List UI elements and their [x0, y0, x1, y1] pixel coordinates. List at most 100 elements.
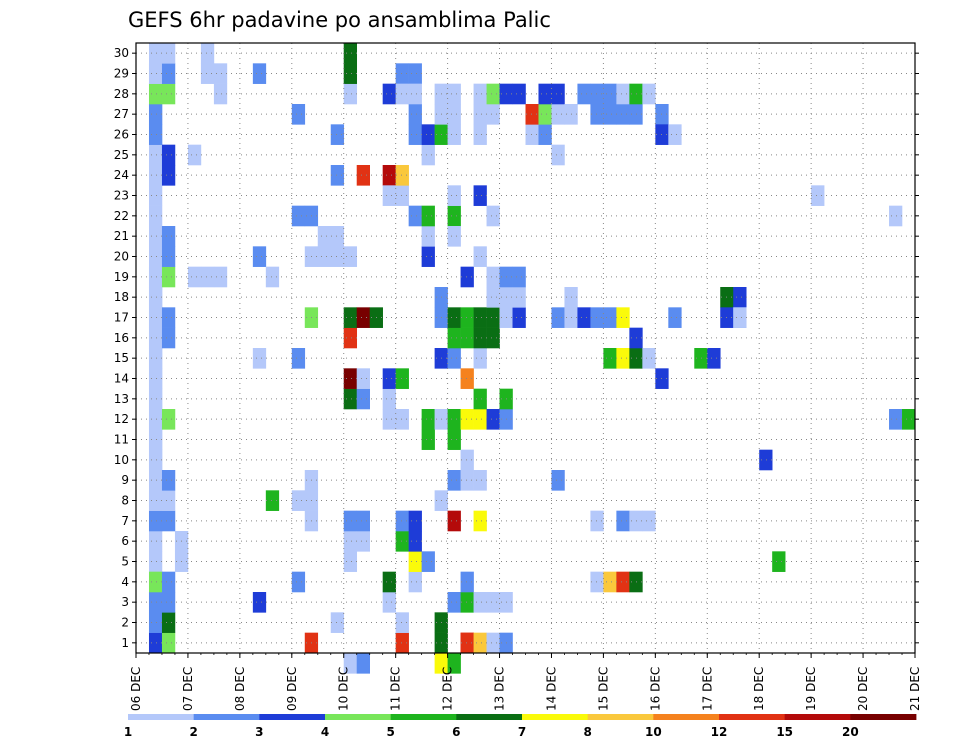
heatmap-cell	[473, 388, 487, 410]
heatmap-cell	[590, 510, 604, 532]
colorbar-swatch	[719, 714, 786, 720]
heatmap-cell	[408, 551, 422, 572]
x-tick-label: 11 DEC	[389, 667, 403, 711]
y-tick-label: 18	[114, 290, 129, 304]
heatmap-cell	[759, 449, 773, 471]
heatmap-cell	[473, 470, 487, 491]
heatmap-cell	[291, 104, 306, 125]
heatmap-cell	[460, 266, 474, 288]
heatmap-cell	[512, 266, 526, 288]
heatmap-cell	[447, 185, 461, 206]
heatmap-cell	[148, 409, 163, 430]
heatmap-cell	[265, 266, 280, 288]
colorbar-label: 3	[255, 725, 263, 739]
heatmap-cell	[148, 592, 163, 613]
colorbar-swatch	[850, 714, 917, 720]
heatmap-cell	[447, 205, 461, 227]
heatmap-cell	[408, 104, 422, 125]
heatmap-cell	[668, 124, 682, 145]
y-tick-label: 11	[114, 433, 129, 447]
heatmap-cell	[148, 63, 163, 84]
heatmap-cell	[161, 144, 176, 166]
heatmap-cell	[382, 409, 396, 430]
heatmap-cell	[460, 449, 474, 471]
heatmap-cell	[642, 83, 656, 105]
heatmap-cell	[382, 592, 396, 613]
y-tick-label: 15	[114, 351, 129, 365]
y-tick-label: 13	[114, 392, 129, 406]
heatmap-cell	[343, 83, 358, 105]
heatmap-cell	[200, 266, 215, 288]
y-tick-label: 25	[114, 148, 129, 162]
y-tick-label: 7	[121, 514, 129, 528]
heatmap-cell	[642, 510, 656, 532]
colorbar-label: 15	[776, 725, 793, 739]
heatmap-cell	[473, 348, 487, 369]
heatmap-cell	[473, 632, 487, 654]
heatmap-cell	[252, 348, 267, 369]
heatmap-cell	[148, 246, 163, 267]
heatmap-cell	[200, 43, 215, 64]
heatmap-cell	[382, 165, 396, 186]
x-tick-label: 08 DEC	[233, 667, 247, 711]
heatmap-cell	[447, 104, 461, 125]
heatmap-cell	[343, 307, 358, 328]
y-tick-label: 17	[114, 311, 129, 325]
heatmap-cell	[486, 307, 500, 328]
heatmap-cell	[590, 307, 604, 328]
heatmap-cell	[161, 409, 176, 430]
x-tick-label: 06 DEC	[129, 667, 143, 711]
colorbar-label: 2	[189, 725, 197, 739]
heatmap-cell	[148, 43, 163, 64]
heatmap-cell	[408, 205, 422, 227]
colorbar-label: 4	[321, 725, 329, 739]
heatmap-cell	[486, 327, 500, 349]
heatmap-cell	[395, 185, 409, 206]
heatmap-cell	[161, 307, 176, 328]
y-tick-label: 22	[114, 209, 129, 223]
heatmap-cell	[590, 571, 604, 593]
heatmap-cell	[161, 83, 176, 105]
heatmap-cell	[148, 205, 163, 227]
heatmap-cell	[395, 531, 409, 552]
heatmap-cell	[421, 226, 435, 247]
heatmap-cell	[291, 490, 306, 511]
y-tick-label: 9	[121, 473, 129, 487]
heatmap-cell	[356, 653, 370, 674]
heatmap-cell	[473, 307, 487, 328]
heatmap-cell	[356, 388, 370, 410]
heatmap-cell	[343, 246, 358, 267]
colorbar-label: 8	[583, 725, 591, 739]
heatmap-cell	[148, 632, 163, 654]
heatmap-cell	[551, 104, 565, 125]
heatmap-cell	[395, 632, 409, 654]
heatmap-cell	[486, 287, 500, 308]
colorbar-label: 1	[124, 725, 132, 739]
heatmap-cell	[460, 571, 474, 593]
y-tick-label: 30	[114, 46, 129, 60]
heatmap-cell	[252, 592, 267, 613]
heatmap-cell	[330, 226, 345, 247]
heatmap-cell	[421, 205, 435, 227]
heatmap-cell	[473, 185, 487, 206]
heatmap-cell	[161, 327, 176, 349]
heatmap-cell	[603, 571, 617, 593]
heatmap-cell	[642, 348, 656, 369]
heatmap-cell	[603, 83, 617, 105]
colorbar-swatch	[522, 714, 589, 720]
heatmap-cell	[473, 83, 487, 105]
heatmap-cell	[395, 368, 409, 389]
heatmap-cell	[330, 612, 345, 633]
heatmap-cell	[473, 124, 487, 145]
heatmap-cell	[148, 144, 163, 166]
heatmap-cell	[486, 104, 500, 125]
y-axis: 1234567891011121314151617181920212223242…	[114, 46, 919, 650]
heatmap-cell	[512, 287, 526, 308]
heatmap-cell	[395, 165, 409, 186]
heatmap-cell	[538, 83, 552, 105]
x-axis: 06 DEC 07 DEC 08 DEC 09 DEC 10 DEC 11 DEC 12 D…	[129, 653, 922, 711]
heatmap-cell	[291, 571, 306, 593]
y-tick-label: 16	[114, 331, 129, 345]
heatmap-cell	[473, 104, 487, 125]
heatmap-cell	[590, 83, 604, 105]
